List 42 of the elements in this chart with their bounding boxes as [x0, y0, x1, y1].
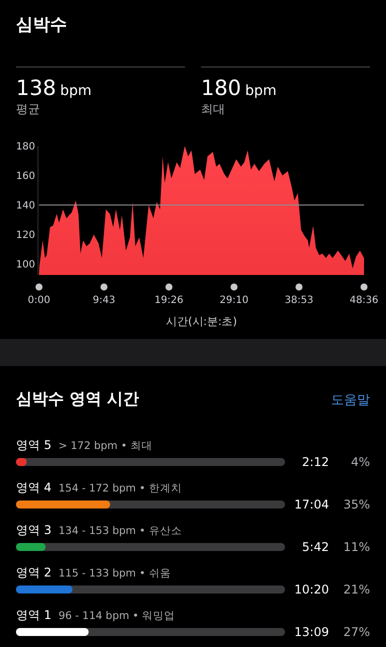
data-label: 21% [343, 582, 370, 596]
text: 5:42 [302, 540, 329, 554]
y-tick-label: 영역 5 [16, 438, 52, 452]
text: 10:20 [294, 582, 329, 596]
bar [16, 628, 89, 636]
y-tick-label: 영역 4 [16, 480, 52, 494]
x-tick-label: 29:10 [220, 295, 248, 306]
y-tick-label: 180 [16, 142, 36, 152]
text: 2:12 [302, 455, 329, 469]
data-label: 27% [343, 625, 370, 639]
chart-title: 심박수 영역 시간 [16, 389, 140, 408]
text: 13:09 [294, 625, 329, 639]
x-tick-label: 0:00 [28, 295, 50, 306]
data-label: 4% [350, 455, 370, 469]
bar [16, 543, 46, 551]
text: 138 bpm [16, 76, 92, 100]
annotation: 115 - 133 bpm • 쉬움 [58, 568, 171, 580]
x-tick-label: 38:53 [284, 295, 314, 306]
y-tick-label: 120 [16, 230, 36, 241]
chart-title: 심박수 [16, 15, 67, 35]
x-axis-title: 시간(시:분:초) [166, 315, 237, 328]
annotation: 134 - 153 bpm • 유산소 [58, 525, 182, 537]
annotation: 154 - 172 bpm • 한계치 [58, 482, 182, 494]
y-tick-label: 140 [16, 200, 36, 212]
text: 평균 [16, 102, 40, 116]
y-tick-label: 160 [16, 170, 36, 182]
y-tick-label: 영역 2 [16, 566, 52, 580]
annotation: > 172 bpm • 최대 [58, 440, 152, 452]
bar [16, 586, 72, 594]
x-tick-label: 19:26 [154, 295, 184, 306]
x-tick-label: 48:36 [350, 295, 378, 306]
y-tick-label: 영역 3 [16, 523, 52, 537]
text: 180 bpm [201, 76, 277, 100]
y-tick-label: 100 [16, 259, 36, 270]
x-tick-label: 9:43 [92, 295, 116, 306]
annotation: 96 - 114 bpm • 워밍업 [58, 610, 176, 622]
y-tick-label: 영역 1 [16, 608, 52, 622]
data-label: 11% [343, 540, 370, 554]
data-label: 35% [343, 498, 370, 512]
text: 최대 [201, 102, 225, 116]
text: 17:04 [294, 498, 329, 512]
text: 도움말 [331, 393, 370, 408]
